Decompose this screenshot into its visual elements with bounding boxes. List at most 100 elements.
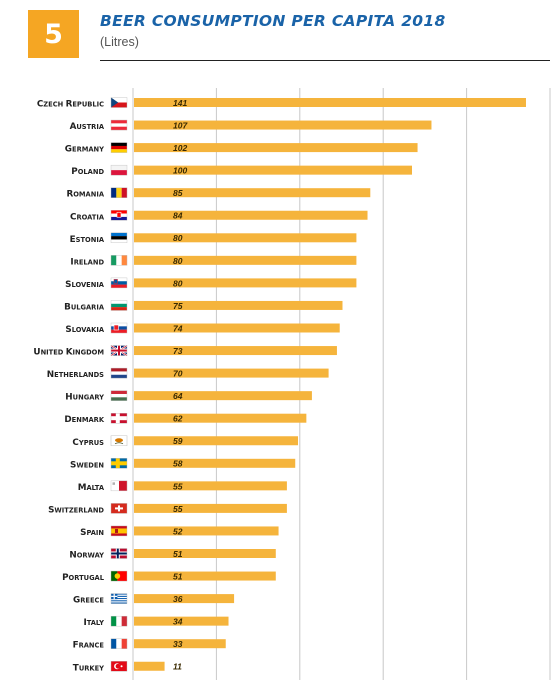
value-label-italy: 34 xyxy=(173,617,183,627)
value-label-hungary: 64 xyxy=(173,391,183,401)
country-label-france: FRANCE xyxy=(73,641,105,651)
value-label-switzerland: 55 xyxy=(173,504,183,514)
value-label-ireland: 80 xyxy=(173,256,183,266)
bar-estonia xyxy=(134,233,357,243)
bar-hungary xyxy=(134,391,312,401)
ireland-flag-icon xyxy=(110,255,128,266)
sweden-flag-icon xyxy=(110,458,128,469)
country-label-spain: SPAIN xyxy=(80,528,104,538)
country-label-norway: NORWAY xyxy=(69,551,104,561)
country-label-united-kingdom: UNITED KINGDOM xyxy=(33,348,104,358)
poland-flag-icon xyxy=(110,164,128,176)
turkey-flag-icon xyxy=(110,661,128,672)
country-label-cyprus: CYPRUS xyxy=(72,438,104,448)
cyprus-flag-icon xyxy=(110,435,128,446)
bar-greece xyxy=(134,594,235,604)
bar-croatia xyxy=(134,210,368,220)
slovakia-flag-icon xyxy=(110,322,128,334)
value-label-poland: 100 xyxy=(173,166,187,176)
country-label-hungary: HUNGARY xyxy=(65,393,104,403)
value-label-croatia: 84 xyxy=(173,211,183,221)
country-label-czech-republic: CZECH REPUBLIC xyxy=(37,100,104,110)
bar-turkey xyxy=(134,661,165,671)
country-label-romania: ROMANIA xyxy=(66,190,104,200)
title-rule xyxy=(100,60,550,61)
estonia-flag-icon xyxy=(110,232,128,244)
austria-flag-icon xyxy=(110,119,128,131)
value-label-greece: 36 xyxy=(173,594,183,604)
denmark-flag-icon xyxy=(110,413,128,424)
country-label-croatia: CROATIA xyxy=(70,212,105,222)
romania-flag-icon xyxy=(110,187,128,198)
bar-malta xyxy=(134,481,287,491)
country-label-greece: GREECE xyxy=(73,596,104,606)
czech-flag-icon xyxy=(110,97,128,108)
country-label-netherlands: NETHERLANDS xyxy=(47,370,104,380)
country-label-switzerland: SWITZERLAND xyxy=(48,505,104,515)
bar-switzerland xyxy=(134,503,287,513)
value-label-romania: 85 xyxy=(173,188,183,198)
value-label-united-kingdom: 73 xyxy=(173,346,183,356)
uk-flag-icon xyxy=(110,344,128,357)
portugal-flag-icon xyxy=(110,570,128,582)
germany-flag-icon xyxy=(110,142,128,153)
country-label-germany: GERMANY xyxy=(65,145,104,155)
value-label-denmark: 62 xyxy=(173,414,183,424)
value-label-bulgaria: 75 xyxy=(173,301,183,311)
value-label-turkey: 11 xyxy=(173,662,182,672)
bar-denmark xyxy=(134,413,307,423)
value-label-slovakia: 74 xyxy=(173,323,183,333)
value-label-portugal: 51 xyxy=(173,571,183,581)
croatia-flag-icon xyxy=(110,210,128,221)
hungary-flag-icon xyxy=(110,390,128,401)
value-label-cyprus: 59 xyxy=(173,436,183,446)
country-label-estonia: ESTONIA xyxy=(70,235,105,245)
france-flag-icon xyxy=(110,638,128,649)
italy-flag-icon xyxy=(110,615,128,627)
malta-flag-icon xyxy=(110,480,128,492)
chart-number-badge: 5 xyxy=(28,10,79,58)
country-label-portugal: PORTUGAL xyxy=(62,573,105,583)
chart-title: BEER CONSUMPTION PER CAPITA 2018 xyxy=(100,12,446,30)
value-label-czech-republic: 141 xyxy=(173,98,187,108)
country-label-bulgaria: BULGARIA xyxy=(64,302,105,312)
country-label-poland: POLAND xyxy=(71,167,104,177)
value-label-estonia: 80 xyxy=(173,233,183,243)
value-label-norway: 51 xyxy=(173,549,183,559)
value-label-slovenia: 80 xyxy=(173,278,183,288)
value-label-france: 33 xyxy=(173,639,183,649)
country-label-slovenia: SLOVENIA xyxy=(65,280,105,290)
value-label-austria: 107 xyxy=(173,120,188,130)
value-label-sweden: 58 xyxy=(173,459,183,469)
bar-slovenia xyxy=(134,278,357,288)
country-label-denmark: DENMARK xyxy=(64,415,104,425)
netherlands-flag-icon xyxy=(110,367,128,379)
slovenia-flag-icon xyxy=(110,277,128,289)
country-label-italy: ITALY xyxy=(83,618,104,628)
value-label-malta: 55 xyxy=(173,481,183,491)
country-label-turkey: TURKEY xyxy=(73,663,104,673)
bar-poland xyxy=(134,165,412,175)
value-label-germany: 102 xyxy=(173,143,187,153)
bulgaria-flag-icon xyxy=(110,300,128,311)
bar-czech-republic xyxy=(134,98,526,107)
bar-austria xyxy=(134,120,432,130)
bar-germany xyxy=(134,143,418,153)
bar-bulgaria xyxy=(134,300,343,310)
country-label-slovakia: SLOVAKIA xyxy=(65,325,104,335)
bar-norway xyxy=(134,549,276,558)
norway-flag-icon xyxy=(110,548,128,559)
country-label-ireland: IRELAND xyxy=(70,257,104,267)
value-label-netherlands: 70 xyxy=(173,369,183,379)
bar-sweden xyxy=(134,458,296,468)
bar-france xyxy=(134,639,226,649)
country-label-austria: AUSTRIA xyxy=(70,122,105,132)
bar-united-kingdom xyxy=(134,346,337,356)
chart-subtitle: (Litres) xyxy=(100,35,139,49)
bar-slovakia xyxy=(134,323,340,333)
bar-italy xyxy=(134,616,229,626)
bar-cyprus xyxy=(134,436,299,446)
bar-portugal xyxy=(134,571,276,581)
bar-ireland xyxy=(134,255,357,265)
